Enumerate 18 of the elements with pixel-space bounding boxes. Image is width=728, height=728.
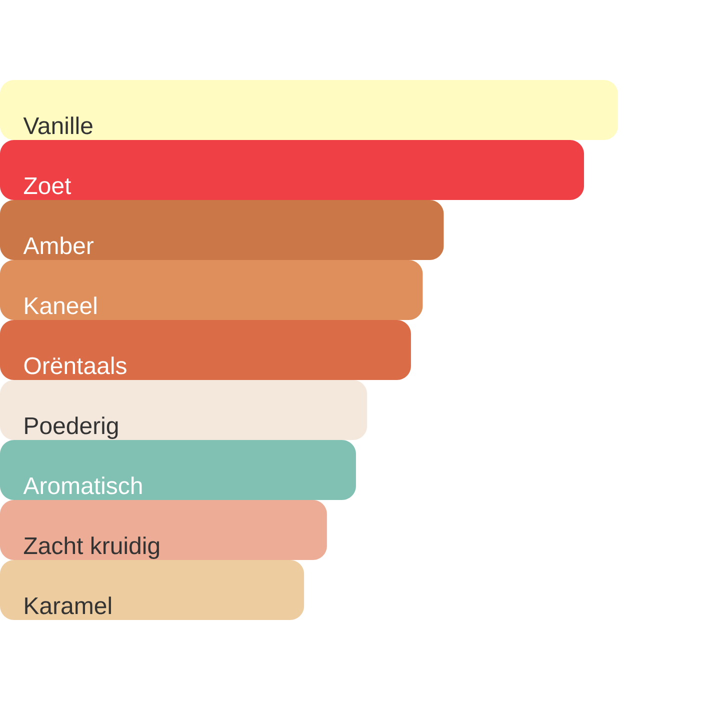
y-tick-label: Zoet	[24, 177, 72, 194]
y-tick-label: Kaneel	[25, 296, 96, 314]
bar	[0, 260, 423, 320]
bar	[0, 320, 411, 380]
bar	[0, 140, 584, 200]
bar	[0, 560, 304, 620]
y-tick-label: Karamel	[25, 596, 111, 614]
bar	[0, 500, 327, 560]
bar	[0, 380, 368, 440]
y-tick-label: Poederig	[25, 416, 118, 439]
bar	[0, 200, 444, 260]
y-tick-label: Amber	[23, 236, 94, 254]
bar	[0, 80, 618, 140]
y-tick-label: Vanille	[23, 116, 92, 134]
bar	[0, 440, 356, 500]
y-tick-label: Orëntaals	[24, 356, 126, 374]
y-tick-label: Aromatisch	[23, 476, 142, 494]
y-tick-label: Zacht kruidig	[24, 536, 160, 559]
